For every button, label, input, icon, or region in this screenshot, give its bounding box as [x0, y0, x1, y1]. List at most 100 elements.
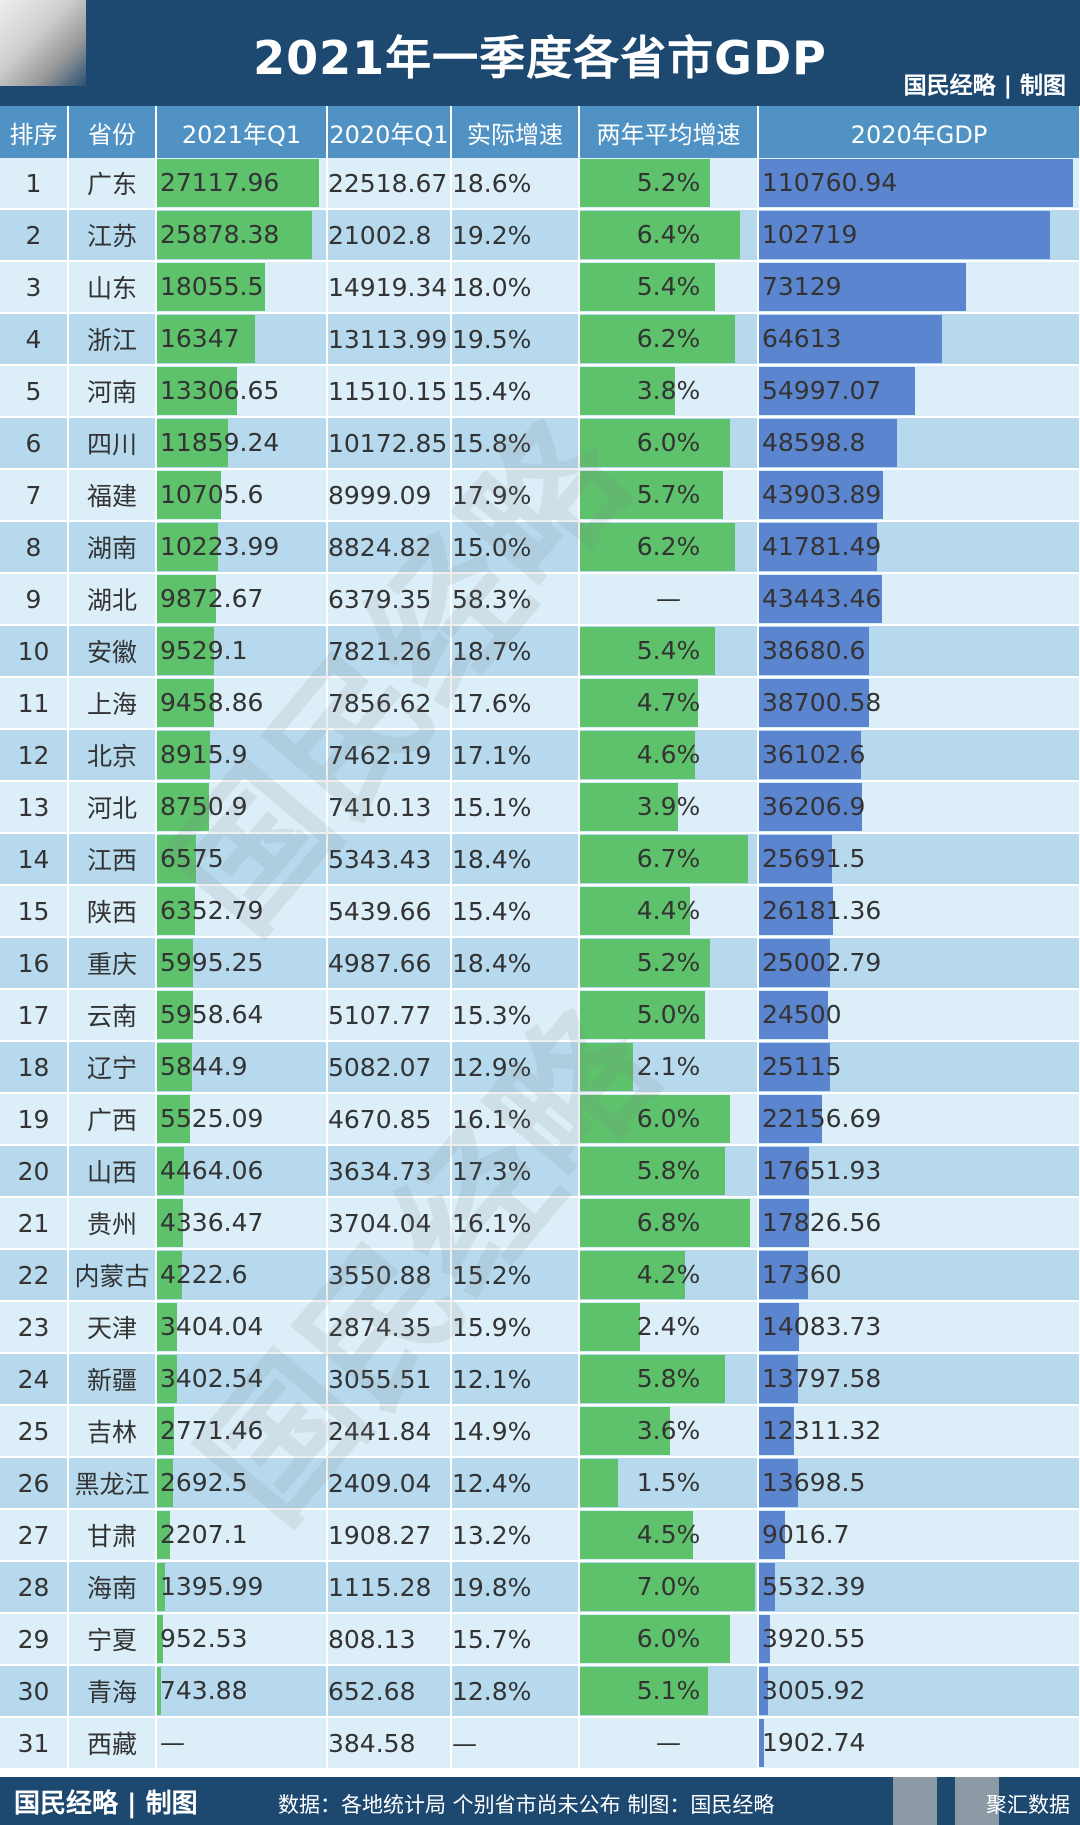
table-row: 30 青海 743.88 652.68 12.8% 5.1% 3005.92 [0, 1665, 1080, 1718]
gdp-2020-value: 26181.36 [762, 896, 882, 925]
avg-growth-bar [580, 1615, 731, 1663]
growth-cell: 19.2% [451, 209, 580, 262]
q1-2021-cell: 27117.96 [156, 158, 328, 210]
q1-2020-cell: 384.58 [327, 1717, 452, 1770]
gdp-2020-value: 73129 [762, 272, 842, 301]
table-row: 20 山西 4464.06 3634.73 17.3% 5.8% 17651.93 [0, 1145, 1080, 1198]
avg-growth-value: 3.9% [636, 792, 701, 821]
gdp-2020-cell: 25115 [758, 1041, 1080, 1094]
q1-2021-bar [157, 1511, 171, 1559]
gdp-2020-bar [759, 419, 897, 467]
q1-2021-value: 6352.79 [160, 896, 264, 925]
q1-2021-value: — [160, 1728, 185, 1757]
table-row: 28 海南 1395.99 1115.28 19.8% 7.0% 5532.39 [0, 1561, 1080, 1614]
q1-2020-cell: 5343.43 [327, 833, 452, 886]
growth-cell: 12.9% [451, 1041, 580, 1094]
q1-2020-cell: 3550.88 [327, 1249, 452, 1302]
q1-2021-value: 4464.06 [160, 1156, 264, 1185]
rank-cell: 12 [0, 729, 69, 782]
avg-growth-value: 4.2% [636, 1260, 701, 1289]
rank-cell: 23 [0, 1301, 69, 1354]
avg-growth-bar [580, 1199, 751, 1247]
col-header-growth: 实际增速 [451, 106, 580, 158]
avg-growth-cell: 4.4% [579, 885, 759, 938]
q1-2021-value: 9458.86 [160, 688, 264, 717]
q1-2021-value: 9529.1 [160, 636, 248, 665]
q1-2021-value: 952.53 [160, 1624, 248, 1653]
gdp-2020-value: 54997.07 [762, 376, 882, 405]
rank-cell: 11 [0, 677, 69, 730]
brand-label-bottom: 国民经略 | 制图 [14, 1789, 198, 1819]
avg-growth-bar [580, 315, 736, 363]
rank-cell: 20 [0, 1145, 69, 1198]
q1-2021-cell: 6352.79 [156, 885, 328, 938]
q1-2020-cell: 5082.07 [327, 1041, 452, 1094]
growth-cell: 18.0% [451, 261, 580, 314]
avg-growth-value: 3.6% [636, 1416, 701, 1445]
gdp-2020-value: 3920.55 [762, 1624, 866, 1653]
province-cell: 上海 [68, 677, 157, 730]
q1-2021-cell: 2692.5 [156, 1457, 328, 1510]
data-source-note: 数据：各地统计局 个别省市尚未公布 制图：国民经略 [278, 1793, 775, 1817]
avg-growth-cell: — [579, 573, 759, 626]
avg-growth-value: 2.1% [636, 1052, 701, 1081]
province-cell: 山西 [68, 1145, 157, 1198]
province-cell: 云南 [68, 989, 157, 1042]
avg-growth-bar [580, 523, 736, 571]
gdp-2020-cell: 17826.56 [758, 1197, 1080, 1250]
gdp-2020-value: 36102.6 [762, 740, 866, 769]
col-header-q1-2021: 2021年Q1 [156, 106, 328, 158]
avg-growth-cell: 5.0% [579, 989, 759, 1042]
gdp-2020-value: 24500 [762, 1000, 842, 1029]
rank-cell: 2 [0, 209, 69, 262]
gdp-2020-bar [759, 211, 1050, 259]
q1-2021-bar [157, 367, 237, 415]
avg-growth-bar [580, 679, 698, 727]
q1-2021-bar [157, 1199, 183, 1247]
province-cell: 河北 [68, 781, 157, 834]
q1-2021-cell: — [156, 1717, 328, 1770]
q1-2020-cell: 11510.15 [327, 365, 452, 418]
q1-2020-cell: 3634.73 [327, 1145, 452, 1198]
gdp-2020-bar [759, 575, 882, 623]
avg-growth-value: 5.8% [636, 1364, 701, 1393]
gdp-2020-cell: 5532.39 [758, 1561, 1080, 1614]
gdp-2020-value: 48598.8 [762, 428, 866, 457]
avg-growth-value: 4.7% [636, 688, 701, 717]
q1-2021-bar [157, 991, 193, 1039]
gdp-2020-value: 12311.32 [762, 1416, 882, 1445]
gdp-2020-cell: 24500 [758, 989, 1080, 1042]
growth-cell: 15.8% [451, 417, 580, 470]
gdp-2020-value: 25691.5 [762, 844, 866, 873]
growth-cell: 15.4% [451, 885, 580, 938]
province-cell: 河南 [68, 365, 157, 418]
rank-cell: 6 [0, 417, 69, 470]
gdp-2020-value: 64613 [762, 324, 842, 353]
gdp-2020-cell: 73129 [758, 261, 1080, 314]
q1-2020-cell: 3704.04 [327, 1197, 452, 1250]
avg-growth-value: 1.5% [636, 1468, 701, 1497]
rank-cell: 4 [0, 313, 69, 366]
avg-growth-value: 6.7% [636, 844, 701, 873]
province-cell: 西藏 [68, 1717, 157, 1770]
column-header-row: 排序 省份 2021年Q1 2020年Q1 实际增速 两年平均增速 2020年G… [0, 106, 1080, 158]
q1-2021-value: 4336.47 [160, 1208, 264, 1237]
gdp-2020-bar [759, 315, 942, 363]
province-cell: 江西 [68, 833, 157, 886]
table-row: 27 甘肃 2207.1 1908.27 13.2% 4.5% 9016.7 [0, 1509, 1080, 1562]
rank-cell: 28 [0, 1561, 69, 1614]
q1-2021-bar [157, 1095, 191, 1143]
gdp-2020-bar [759, 731, 862, 779]
avg-growth-bar [580, 1407, 671, 1455]
growth-cell: 13.2% [451, 1509, 580, 1562]
rank-cell: 26 [0, 1457, 69, 1510]
q1-2021-cell: 952.53 [156, 1613, 328, 1666]
avg-growth-value: 5.4% [636, 272, 701, 301]
province-cell: 天津 [68, 1301, 157, 1354]
avg-growth-cell: 4.5% [579, 1509, 759, 1562]
growth-cell: 58.3% [451, 573, 580, 626]
avg-growth-cell: 4.2% [579, 1249, 759, 1302]
table-row: 4 浙江 16347 13113.99 19.5% 6.2% 64613 [0, 313, 1080, 366]
q1-2021-value: 6575 [160, 844, 224, 873]
q1-2021-bar [157, 783, 210, 831]
